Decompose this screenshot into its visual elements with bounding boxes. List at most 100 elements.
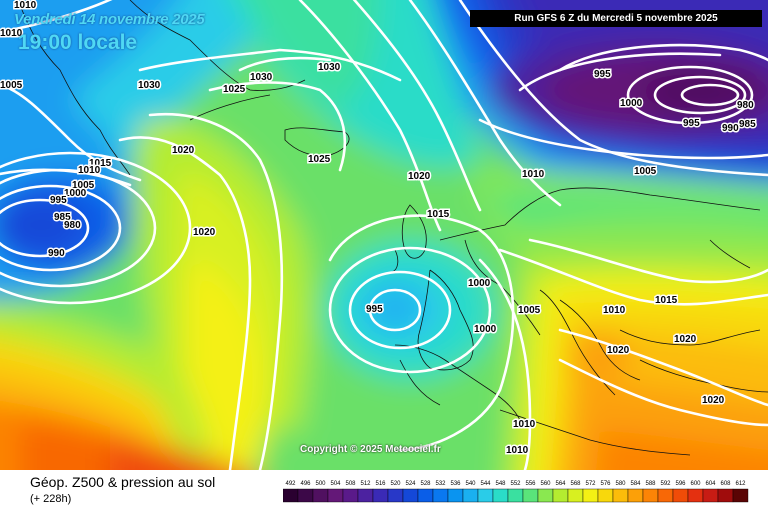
scale-tick-label: 508 xyxy=(345,481,356,487)
isobar-label: 980 xyxy=(737,100,754,111)
isobar-label: 1025 xyxy=(223,84,246,95)
scale-tick-label: 512 xyxy=(360,481,371,487)
scale-tick-label: 604 xyxy=(705,481,716,487)
scale-tick-label: 492 xyxy=(285,481,296,487)
scale-tick-label: 592 xyxy=(660,481,671,487)
scale-swatch xyxy=(582,488,599,503)
legend-title: Géop. Z500 & pression au sol xyxy=(30,474,216,490)
isobar-label: 990 xyxy=(48,248,65,259)
isobar-label: 1015 xyxy=(427,209,450,220)
isobar-label: 1020 xyxy=(408,171,431,182)
scale-tick-label: 536 xyxy=(450,481,461,487)
scale-swatch xyxy=(297,488,314,503)
isobar-label: 1010 xyxy=(603,305,626,316)
map-area: 1010 1010 1005 1030 1030 1025 1030 1020 … xyxy=(0,0,768,470)
scale-tick-label: 552 xyxy=(510,481,521,487)
isobar-label: 995 xyxy=(50,195,67,206)
scale-tick-label: 524 xyxy=(405,481,416,487)
scale-swatch xyxy=(447,488,464,503)
isobar-labels: 1010 1010 1005 1030 1030 1025 1030 1020 … xyxy=(0,0,758,458)
scale-swatch xyxy=(312,488,329,503)
scale-swatch xyxy=(537,488,554,503)
isobar-label: 1005 xyxy=(72,180,95,191)
legend-bar: Géop. Z500 & pression au sol (+ 228h) 49… xyxy=(0,470,768,512)
scale-swatch xyxy=(657,488,674,503)
scale-swatch xyxy=(507,488,524,503)
isobar-label: 1015 xyxy=(89,158,112,169)
isobar-label: 1015 xyxy=(655,295,678,306)
isobar-label: 1020 xyxy=(702,395,725,406)
scale-tick-label: 572 xyxy=(585,481,596,487)
scale-tick-label: 548 xyxy=(495,481,506,487)
isobar-label: 1010 xyxy=(506,445,529,456)
scale-tick-label: 504 xyxy=(330,481,341,487)
scale-tick-label: 564 xyxy=(555,481,566,487)
scale-tick-label: 556 xyxy=(525,481,536,487)
isobar-label: 1005 xyxy=(518,305,541,316)
scale-tick-label: 528 xyxy=(420,481,431,487)
scale-tick-label: 544 xyxy=(480,481,491,487)
scale-swatch xyxy=(627,488,644,503)
scale-swatch xyxy=(402,488,419,503)
scale-swatch xyxy=(552,488,569,503)
scale-swatch xyxy=(717,488,734,503)
scale-swatch xyxy=(283,488,299,503)
isobar-label: 1000 xyxy=(620,98,643,109)
scale-swatch xyxy=(462,488,479,503)
scale-swatch xyxy=(522,488,539,503)
scale-tick-label: 584 xyxy=(630,481,641,487)
scale-swatch xyxy=(417,488,434,503)
scale-swatch xyxy=(612,488,629,503)
scale-tick-label: 608 xyxy=(720,481,731,487)
isobar-label: 1010 xyxy=(513,419,536,430)
scale-tick-label: 540 xyxy=(465,481,476,487)
scale-tick-label: 612 xyxy=(735,481,746,487)
isobar-label: 1025 xyxy=(308,154,331,165)
isobar-label: 1010 xyxy=(522,169,545,180)
scale-swatch xyxy=(732,488,749,503)
isobars xyxy=(0,0,768,470)
scale-tick-label: 496 xyxy=(300,481,311,487)
isobar-label: 1000 xyxy=(64,188,87,199)
color-scale: 492 496 500 504 508 512 516 520 524 528 532 536 540 5… xyxy=(283,481,749,503)
isobar-label: 980 xyxy=(64,220,81,231)
scale-swatch xyxy=(357,488,374,503)
scale-tick-label: 532 xyxy=(435,481,446,487)
scale-tick-label: 588 xyxy=(645,481,656,487)
scale-tick-label: 560 xyxy=(540,481,551,487)
scale-swatch xyxy=(432,488,449,503)
isobar-label: 985 xyxy=(54,212,71,223)
scale-tick-label: 580 xyxy=(615,481,626,487)
isobar-label: 1020 xyxy=(674,334,697,345)
scale-tick-label: 516 xyxy=(375,481,386,487)
scale-swatch xyxy=(597,488,614,503)
scale-tick-label: 596 xyxy=(675,481,686,487)
scale-tick-label: 576 xyxy=(600,481,611,487)
scale-swatch xyxy=(372,488,389,503)
scale-tick-label: 568 xyxy=(570,481,581,487)
isobar-label: 1030 xyxy=(138,80,161,91)
scale-tick-label: 500 xyxy=(315,481,326,487)
run-info-banner: Run GFS 6 Z du Mercredi 5 novembre 2025 xyxy=(470,10,762,27)
coastlines xyxy=(19,0,768,456)
scale-swatch xyxy=(642,488,659,503)
scale-tick-label: 600 xyxy=(690,481,701,487)
isobar-label: 995 xyxy=(366,304,383,315)
legend-forecast-hour: (+ 228h) xyxy=(30,493,72,505)
isobar-label: 1020 xyxy=(193,227,216,238)
isobar-label: 995 xyxy=(594,69,611,80)
scale-swatch xyxy=(342,488,359,503)
isobar-label: 1030 xyxy=(318,62,341,73)
isobar-label: 1010 xyxy=(14,0,37,11)
scale-swatch xyxy=(387,488,404,503)
scale-swatch xyxy=(702,488,719,503)
scale-swatch xyxy=(477,488,494,503)
isobar-label: 990 xyxy=(722,123,739,134)
copyright-text: Copyright © 2025 Meteociel.fr xyxy=(300,444,441,455)
isobar-label: 1010 xyxy=(0,28,23,39)
scale-swatch xyxy=(672,488,689,503)
isobar-label: 1010 xyxy=(78,165,101,176)
isobar-label: 1020 xyxy=(607,345,630,356)
scale-tick-label: 520 xyxy=(390,481,401,487)
isobar-label: 995 xyxy=(683,118,700,129)
